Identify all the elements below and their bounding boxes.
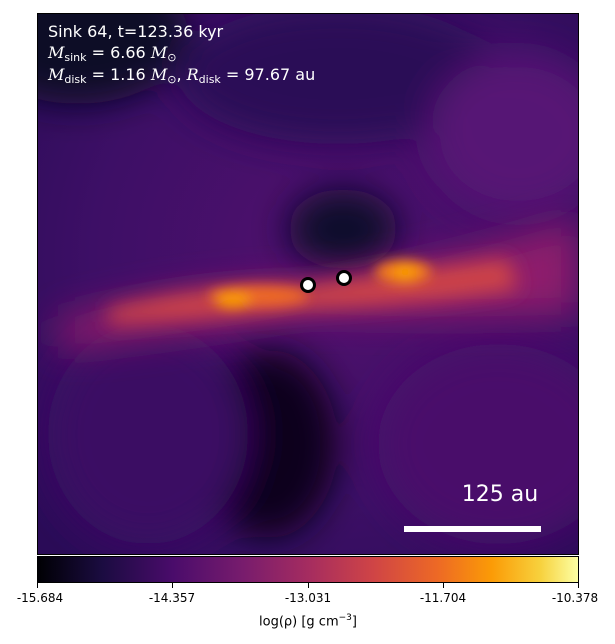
sink-mass-annotation: Msink = 6.66 M⊙ — [48, 43, 177, 64]
scalebar-label: 125 au — [461, 482, 539, 507]
colorbar-tick-label: -14.357 — [148, 591, 196, 605]
colorbar-tick — [172, 583, 173, 588]
colorbar-tick-label: -10.378 — [551, 591, 599, 605]
scalebar — [404, 526, 541, 532]
colorbar-tick — [37, 583, 38, 588]
colorbar-tick — [308, 583, 309, 588]
colorbar-tick-label: -13.031 — [284, 591, 332, 605]
sink-marker-1 — [300, 277, 316, 293]
colorbar — [37, 556, 579, 583]
sink-marker-2 — [336, 270, 352, 286]
colorbar-label: log(ρ) [g cm−3] — [259, 613, 357, 630]
sink-time-annotation: Sink 64, t=123.36 kyr — [48, 22, 224, 41]
colorbar-tick — [443, 583, 444, 588]
colorbar-tick-label: -15.684 — [16, 591, 64, 605]
colorbar-tick-label: -11.704 — [419, 591, 467, 605]
disk-annotation: Mdisk = 1.16 M⊙, Rdisk = 97.67 au — [48, 65, 316, 86]
density-map — [38, 14, 578, 554]
colorbar-tick — [578, 583, 579, 588]
density-map-panel: Sink 64, t=123.36 kyr Msink = 6.66 M⊙ Md… — [37, 13, 579, 555]
